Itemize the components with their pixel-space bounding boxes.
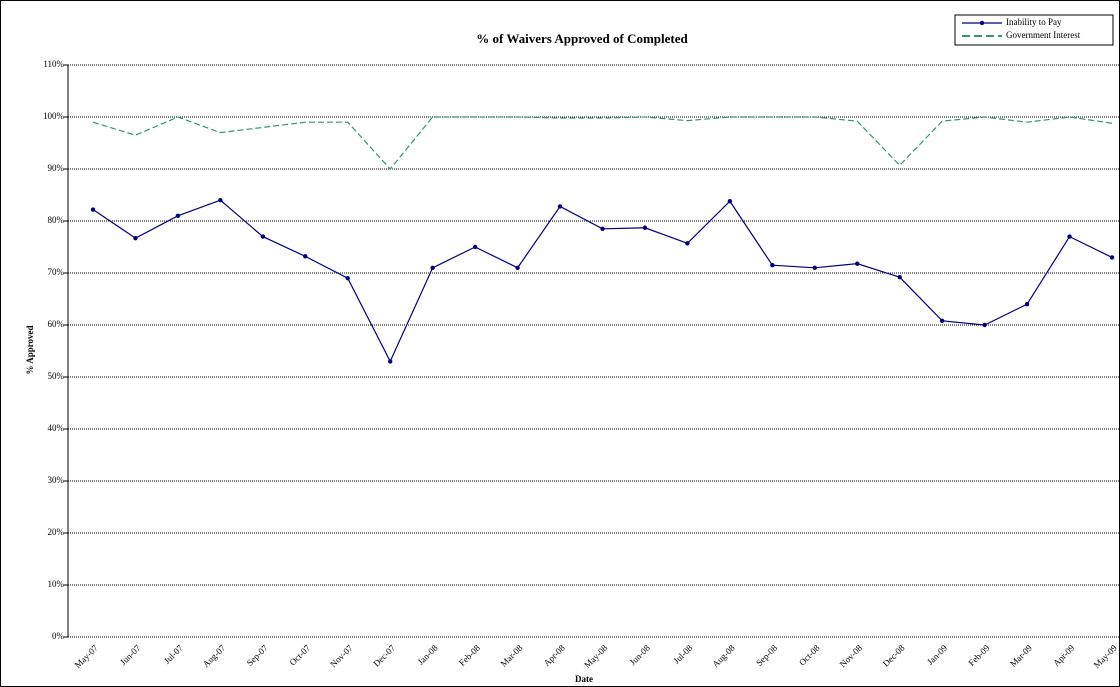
y-tick-label: 60% [48,319,65,329]
point [345,276,350,281]
series-line [92,116,1113,170]
legend-marker [979,20,985,26]
point [260,234,266,239]
y-tick-label: 90% [48,163,65,173]
y-axis-label: % Approved [25,325,35,374]
legend-label: Inability to Pay [1006,17,1062,27]
y-tick-label: 80% [48,215,65,225]
point [685,241,690,246]
y-tick-label: 50% [48,371,65,381]
point [812,265,817,270]
point [855,261,860,266]
point [770,263,775,268]
y-tick-label: 20% [48,527,65,537]
y-tick-label: 70% [48,267,65,277]
point [600,226,605,231]
y-tick-label: 110% [43,59,64,69]
point [133,235,138,241]
y-tick-label: 100% [43,111,65,121]
x-axis-label: Date [575,674,593,684]
point [1067,234,1072,239]
point [727,199,733,204]
point [175,213,181,218]
point [982,322,987,328]
point [1024,302,1030,307]
point [557,204,563,209]
point [642,225,648,230]
y-tick-label: 0% [52,631,65,641]
legend-box [954,14,1114,46]
point [939,318,945,324]
point [472,244,478,250]
y-tick-label: 30% [48,475,65,485]
y-tick-label: 10% [48,579,65,589]
point [90,207,96,212]
point [1109,255,1115,260]
legend-label: Government Interest [1006,30,1081,40]
point [897,274,902,280]
point [303,254,308,259]
point [430,265,435,270]
y-tick-label: 40% [48,423,65,433]
point [515,265,520,270]
point [388,359,393,364]
point [218,198,223,203]
chart-title: % of Waivers Approved of Completed [476,31,688,46]
